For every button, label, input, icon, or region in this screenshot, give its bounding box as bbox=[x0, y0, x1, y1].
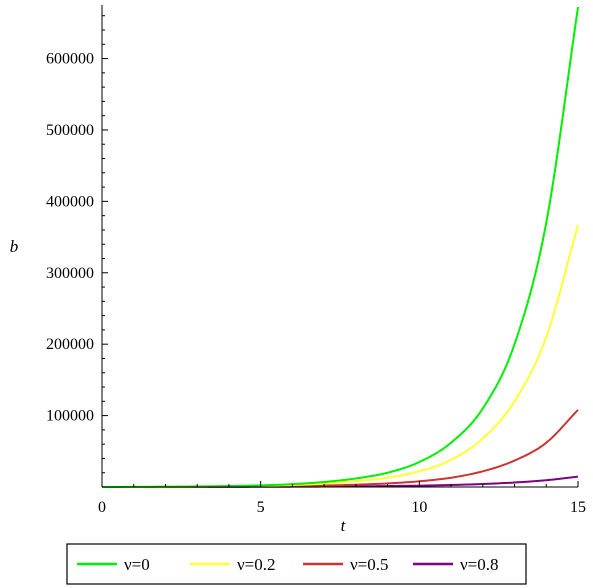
y-tick-label: 300000 bbox=[46, 265, 94, 282]
x-axis: 0 5 10 15 bbox=[98, 481, 586, 516]
series-line bbox=[101, 6, 579, 488]
y-axis-label: b bbox=[10, 237, 19, 256]
y-axis: 100000 200000 300000 400000 500000 600000 bbox=[46, 5, 108, 487]
series-line bbox=[101, 224, 579, 488]
y-tick-label: 200000 bbox=[46, 336, 94, 353]
y-tick-label: 100000 bbox=[46, 408, 94, 425]
x-axis-label: t bbox=[341, 516, 347, 535]
x-tick-label: 0 bbox=[98, 499, 106, 516]
y-tick-label: 600000 bbox=[46, 51, 94, 68]
legend: ν=0 ν=0.2 ν=0.5 ν=0.8 bbox=[66, 543, 527, 585]
y-tick-label: 500000 bbox=[46, 122, 94, 139]
x-tick-label: 5 bbox=[257, 499, 265, 516]
legend-label: ν=0.5 bbox=[350, 555, 389, 574]
legend-label: ν=0.2 bbox=[237, 555, 276, 574]
series-line bbox=[102, 409, 579, 488]
x-tick-label: 15 bbox=[570, 499, 586, 516]
plot-area bbox=[101, 6, 579, 488]
legend-label: ν=0.8 bbox=[460, 555, 499, 574]
legend-label: ν=0 bbox=[124, 555, 150, 574]
x-tick-label: 10 bbox=[411, 499, 427, 516]
y-tick-label: 400000 bbox=[46, 193, 94, 210]
